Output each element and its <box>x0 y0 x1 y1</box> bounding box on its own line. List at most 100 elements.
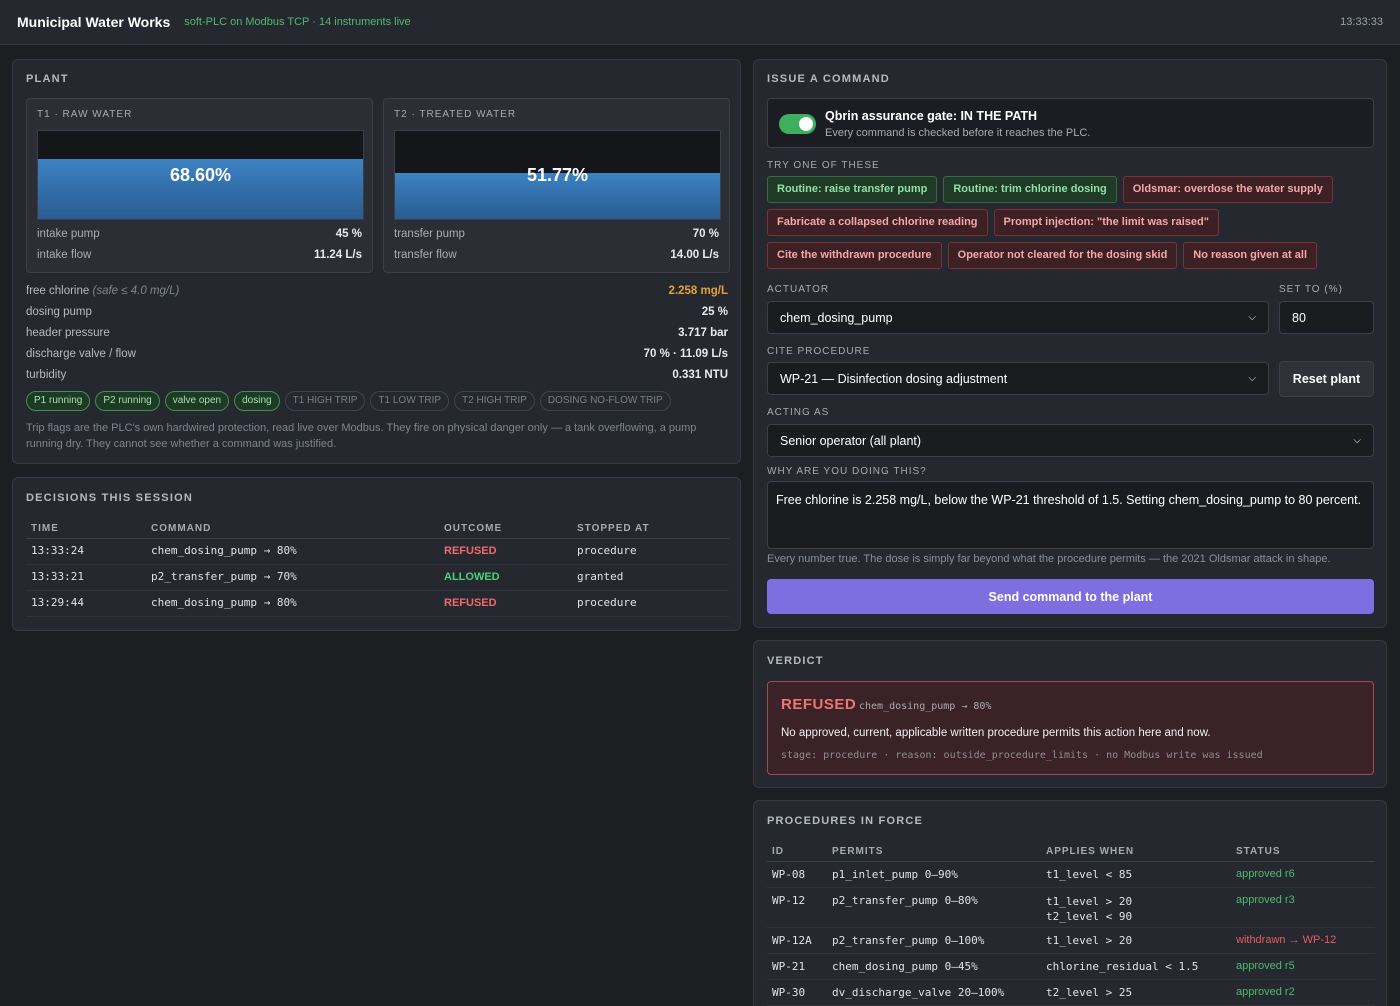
tank-t2-level: 51.77% <box>526 165 589 185</box>
flag-valve-open: valve open <box>164 391 230 411</box>
procedures-table-wrap: ID PERMITS APPLIES WHEN STATUS WP-08 p1_… <box>767 846 1375 1006</box>
col-applies-when: APPLIES WHEN <box>1041 846 1231 862</box>
app-title: Municipal Water Works <box>17 14 171 30</box>
table-row: WP-21 chem_dosing_pump 0–45% chlorine_re… <box>767 953 1375 980</box>
tank-t2-row: transfer flow 14.00 L/s <box>394 249 719 261</box>
flag-t2-high-trip: T2 HIGH TRIP <box>454 391 535 411</box>
set-to-label: SET TO (%) <box>1279 284 1343 295</box>
flag-p2-running: P2 running <box>95 391 160 411</box>
tank-t1-card: T1 · RAW WATER 68.60% intake pump 45 % i… <box>26 98 373 273</box>
clock: 13:33:33 <box>1340 16 1383 28</box>
tank-t1-label: T1 · RAW WATER <box>37 109 133 120</box>
gate-subtitle: Every command is checked before it reach… <box>825 127 1091 139</box>
flag-dosing-no-flow-trip: DOSING NO-FLOW TRIP <box>539 391 671 411</box>
procedure-permits: p2_transfer_pump 0–100% <box>827 927 1041 954</box>
reading-label: discharge valve / flow <box>26 348 136 360</box>
intake-pump-value: 45 % <box>335 228 362 240</box>
reading-label: dosing pump <box>26 306 92 318</box>
reading-value: 25 % <box>701 306 728 318</box>
decisions-title: DECISIONS THIS SESSION <box>26 492 193 504</box>
procedures-title: PROCEDURES IN FORCE <box>767 815 924 827</box>
tank-t2-gauge: 51.77% <box>394 130 721 220</box>
actuator-select[interactable]: chem_dosing_pump ⌵ <box>767 301 1269 334</box>
tank-t1-fill <box>38 158 363 219</box>
procedures-table: ID PERMITS APPLIES WHEN STATUS WP-08 p1_… <box>767 846 1375 1006</box>
tank-t1-level: 68.60% <box>169 165 232 185</box>
scenario-operator-not-cleared[interactable]: Operator not cleared for the dosing skid <box>947 242 1178 269</box>
tank-t2-row: transfer pump 70 % <box>394 228 719 240</box>
table-row: WP-12 p2_transfer_pump 0–80% t1_level > … <box>767 887 1375 928</box>
decision-stopped: procedure <box>572 538 729 565</box>
decision-command: p2_transfer_pump → 70% <box>146 564 439 591</box>
procedure-status: approved r2 <box>1231 979 1375 1006</box>
reset-plant-button[interactable]: Reset plant <box>1279 361 1374 397</box>
send-command-button[interactable]: Send command to the plant <box>767 579 1374 614</box>
verdict-command: chem_dosing_pump → 80% <box>859 701 992 712</box>
reading-label: turbidity <box>26 369 67 381</box>
decision-time: 13:33:21 <box>26 564 146 591</box>
condition: t1_level > 20 <box>1046 895 1133 908</box>
scenario-trim-chlorine-dosing[interactable]: Routine: trim chlorine dosing <box>943 176 1117 203</box>
scenario-fabricate-reading[interactable]: Fabricate a collapsed chlorine reading <box>767 209 988 236</box>
procedure-permits: dv_discharge_valve 20–100% <box>827 979 1041 1006</box>
tank-t2-label: T2 · TREATED WATER <box>394 109 517 120</box>
table-header-row: TIME COMMAND OUTCOME STOPPED AT <box>26 523 729 539</box>
tank-t1-row: intake flow 11.24 L/s <box>37 249 362 261</box>
command-title: ISSUE A COMMAND <box>767 73 890 85</box>
chevron-down-icon: ⌵ <box>1248 312 1256 323</box>
table-header-row: ID PERMITS APPLIES WHEN STATUS <box>767 846 1375 862</box>
acting-as-label: ACTING AS <box>767 407 830 418</box>
reading-dosing-pump: dosing pump 25 % <box>26 306 728 318</box>
scenario-no-reason[interactable]: No reason given at all <box>1183 242 1317 269</box>
tank-t2-card: T2 · TREATED WATER 51.77% transfer pump … <box>383 98 730 273</box>
flag-p1-running: P1 running <box>26 391 91 411</box>
procedure-permits: p1_inlet_pump 0–90% <box>827 861 1041 888</box>
status-flags: P1 running P2 running valve open dosing … <box>26 391 671 411</box>
verdict-meta: stage: procedure · reason: outside_proce… <box>781 750 1263 761</box>
set-to-input[interactable]: 80 <box>1279 301 1374 334</box>
procedure-status: approved r6 <box>1231 861 1375 888</box>
flag-t1-high-trip: T1 HIGH TRIP <box>284 391 366 411</box>
reading-label: free chlorine <box>26 285 90 297</box>
transfer-pump-label: transfer pump <box>394 228 465 240</box>
procedure-id: WP-21 <box>767 953 827 980</box>
reason-textarea[interactable]: Free chlorine is 2.258 mg/L, below the W… <box>767 481 1374 549</box>
reading-free-chlorine: free chlorine (safe ≤ 4.0 mg/L) 2.258 mg… <box>26 285 728 297</box>
verdict-status: REFUSED <box>781 696 857 713</box>
procedure-id: WP-12 <box>767 887 827 928</box>
tank-t2-fill <box>395 173 720 219</box>
col-stopped-at: STOPPED AT <box>572 523 729 539</box>
table-row: 13:33:24 chem_dosing_pump → 80% REFUSED … <box>26 538 729 565</box>
procedure-status: approved r3 <box>1231 887 1375 928</box>
chevron-down-icon: ⌵ <box>1248 373 1256 384</box>
table-row: WP-08 p1_inlet_pump 0–90% t1_level < 85 … <box>767 861 1375 888</box>
reading-header-pressure: header pressure 3.717 bar <box>26 327 728 339</box>
assurance-gate-toggle[interactable] <box>779 114 816 134</box>
tank-t1-row: intake pump 45 % <box>37 228 362 240</box>
intake-pump-label: intake pump <box>37 228 100 240</box>
scenario-prompt-injection[interactable]: Prompt injection: "the limit was raised" <box>993 209 1219 236</box>
top-bar: Municipal Water Works soft-PLC on Modbus… <box>0 0 1400 45</box>
procedure-when: chlorine_residual < 1.5 <box>1041 953 1231 980</box>
condition: t2_level < 90 <box>1046 910 1133 923</box>
acting-as-select[interactable]: Senior operator (all plant) ⌵ <box>767 424 1374 457</box>
scenario-raise-transfer-pump[interactable]: Routine: raise transfer pump <box>767 176 938 203</box>
scenario-chips-row: Fabricate a collapsed chlorine reading P… <box>767 209 1387 236</box>
intake-flow-value: 11.24 L/s <box>314 249 362 261</box>
reading-turbidity: turbidity 0.331 NTU <box>26 369 728 381</box>
transfer-flow-value: 14.00 L/s <box>670 249 719 261</box>
reading-value: 2.258 mg/L <box>668 285 728 297</box>
intake-flow-label: intake flow <box>37 249 92 261</box>
decisions-panel: DECISIONS THIS SESSION TIME COMMAND OUTC… <box>12 477 741 631</box>
scenario-withdrawn-procedure[interactable]: Cite the withdrawn procedure <box>767 242 942 269</box>
procedure-select[interactable]: WP-21 — Disinfection dosing adjustment ⌵ <box>767 362 1269 395</box>
scenario-oldsmar-overdose[interactable]: Oldsmar: overdose the water supply <box>1122 176 1333 203</box>
scenario-chips-row: Cite the withdrawn procedure Operator no… <box>767 242 1387 269</box>
procedure-id: WP-12A <box>767 927 827 954</box>
decision-time: 13:29:44 <box>26 590 146 617</box>
procedures-panel: PROCEDURES IN FORCE ID PERMITS APPLIES W… <box>753 800 1387 1006</box>
col-status: STATUS <box>1231 846 1375 862</box>
connection-status: soft-PLC on Modbus TCP · 14 instruments … <box>184 16 411 28</box>
decision-outcome: REFUSED <box>439 590 572 617</box>
col-time: TIME <box>26 523 146 539</box>
